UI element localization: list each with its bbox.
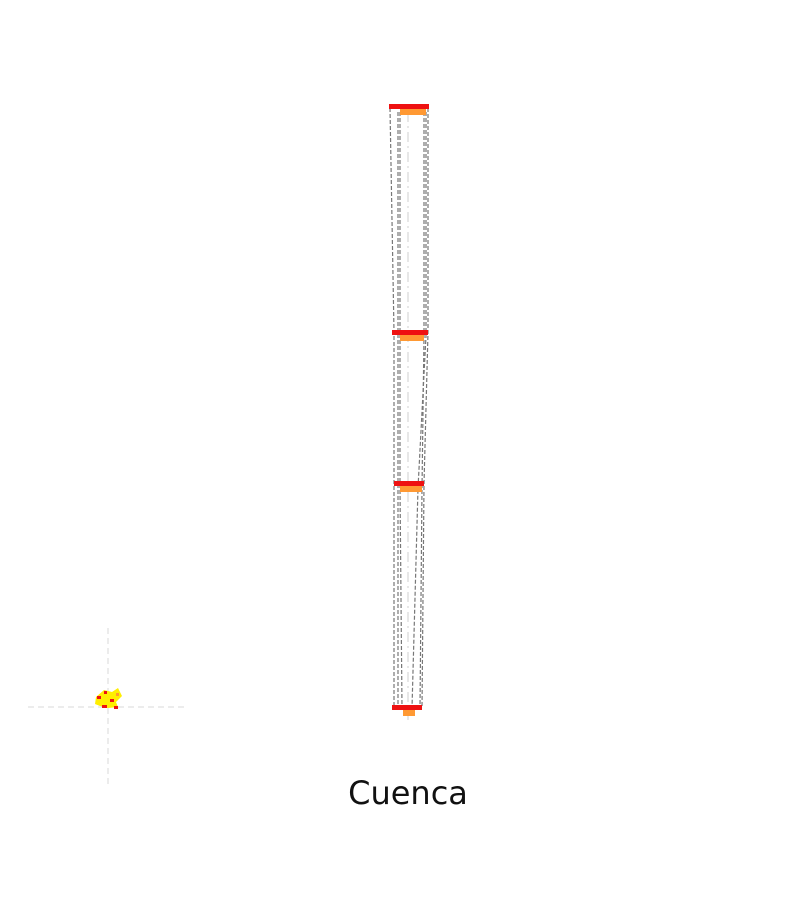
location-caption: Cuenca — [348, 774, 468, 812]
level-marker-upper — [392, 330, 428, 341]
column-outline — [389, 107, 429, 709]
level-marker-top — [389, 104, 429, 115]
location-marker-icon — [95, 688, 122, 709]
level-marker-middle — [394, 481, 424, 492]
level-marker-base — [392, 705, 422, 716]
